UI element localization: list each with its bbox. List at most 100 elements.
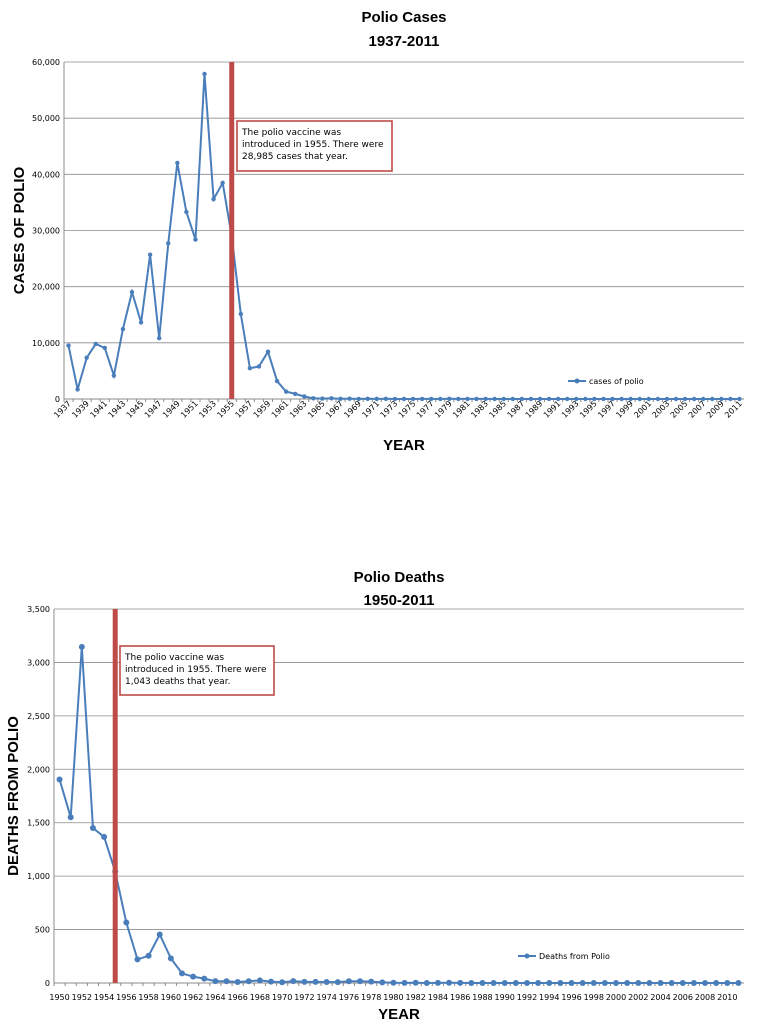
- data-point: [347, 396, 352, 401]
- data-point: [401, 396, 407, 402]
- x-tick-label: 1945: [125, 399, 146, 420]
- y-tick-label: 50,000: [32, 114, 60, 123]
- y-tick-label: 3,500: [27, 605, 50, 614]
- data-point: [474, 396, 479, 402]
- data-point: [664, 396, 670, 402]
- data-point: [423, 980, 430, 986]
- y-tick-label: 1,000: [27, 872, 50, 881]
- x-tick-label: 1987: [506, 399, 527, 420]
- chart-title: Polio Deaths: [354, 569, 445, 586]
- y-tick-label: 20,000: [32, 283, 60, 292]
- data-point: [646, 980, 653, 986]
- data-point: [412, 979, 419, 986]
- data-point: [691, 396, 697, 402]
- data-point: [702, 980, 709, 986]
- x-tick-label: 1991: [542, 399, 563, 420]
- data-point: [220, 180, 225, 186]
- data-point: [735, 980, 742, 986]
- y-tick-label: 3,000: [27, 658, 50, 667]
- x-tick-label: 1943: [107, 399, 128, 420]
- data-point: [234, 979, 241, 986]
- x-tick-label: 2010: [717, 993, 737, 1002]
- data-point: [56, 776, 63, 783]
- data-point: [682, 396, 688, 402]
- data-point: [66, 343, 71, 348]
- data-point: [293, 391, 298, 397]
- x-tick-label: 2003: [651, 399, 672, 420]
- data-point: [279, 979, 286, 986]
- data-point: [668, 980, 675, 986]
- y-tick-label: 40,000: [32, 170, 60, 179]
- x-tick-label: 1971: [360, 399, 381, 420]
- data-point: [365, 396, 370, 402]
- data-point: [101, 833, 108, 840]
- data-point: [710, 396, 715, 402]
- data-point: [134, 956, 141, 963]
- data-point: [202, 71, 207, 77]
- y-tick-label: 0: [45, 979, 50, 988]
- x-tick-label: 1999: [614, 399, 635, 420]
- x-tick-label: 1981: [451, 399, 472, 420]
- data-point: [737, 396, 742, 402]
- x-tick-label: 1958: [138, 993, 158, 1002]
- x-tick-label: 1939: [70, 399, 91, 420]
- x-tick-label: 1966: [227, 993, 247, 1002]
- data-point: [410, 396, 416, 402]
- data-point: [223, 978, 230, 985]
- x-tick-label: 1979: [433, 399, 454, 420]
- data-point: [628, 396, 633, 402]
- x-tick-label: 1978: [361, 993, 381, 1002]
- data-point: [592, 396, 597, 402]
- x-tick-label: 1955: [215, 399, 236, 420]
- data-point: [546, 980, 553, 986]
- data-point: [673, 396, 679, 402]
- data-point: [374, 396, 379, 402]
- data-point: [701, 396, 706, 402]
- data-point: [329, 396, 334, 401]
- data-point: [546, 396, 552, 402]
- y-tick-label: 30,000: [32, 227, 60, 236]
- data-point: [535, 980, 542, 986]
- legend-marker: [524, 953, 530, 959]
- x-tick-label: 1998: [584, 993, 604, 1002]
- data-point: [465, 396, 470, 402]
- x-tick-label: 1961: [270, 399, 291, 420]
- data-point: [212, 978, 219, 985]
- data-point: [601, 980, 608, 986]
- data-point: [568, 980, 575, 986]
- x-tick-label: 1989: [524, 399, 545, 420]
- x-tick-label: 1964: [205, 993, 225, 1002]
- data-point: [565, 396, 570, 402]
- data-point: [357, 978, 364, 985]
- x-tick-label: 1975: [397, 399, 418, 420]
- annotation-text: introduced in 1955. There were: [125, 665, 267, 675]
- y-tick-label: 2,000: [27, 765, 50, 774]
- x-tick-label: 2004: [650, 993, 670, 1002]
- data-point: [579, 980, 586, 986]
- annotation-text: The polio vaccine was: [241, 128, 341, 138]
- x-tick-label: 1995: [578, 399, 599, 420]
- data-point: [211, 196, 216, 202]
- x-tick-label: 1982: [406, 993, 426, 1002]
- data-point: [468, 980, 475, 986]
- x-tick-label: 1951: [179, 399, 200, 420]
- data-point: [93, 341, 98, 347]
- data-point: [89, 825, 96, 832]
- data-point: [713, 980, 720, 986]
- x-tick-label: 1980: [383, 993, 403, 1002]
- data-point: [557, 980, 564, 986]
- data-point: [167, 955, 174, 962]
- data-point: [419, 396, 425, 402]
- x-tick-label: 1954: [94, 993, 114, 1002]
- x-tick-label: 2001: [632, 399, 653, 420]
- legend-marker: [574, 378, 580, 384]
- data-point: [528, 396, 534, 402]
- data-point: [635, 980, 642, 986]
- y-axis-title: CASES OF POLIO: [11, 166, 28, 294]
- annotation-text: 1,043 deaths that year.: [125, 677, 230, 687]
- y-axis-title: DEATHS FROM POLIO: [5, 716, 22, 876]
- data-point: [301, 978, 308, 985]
- data-point: [574, 396, 579, 402]
- data-point: [129, 289, 135, 295]
